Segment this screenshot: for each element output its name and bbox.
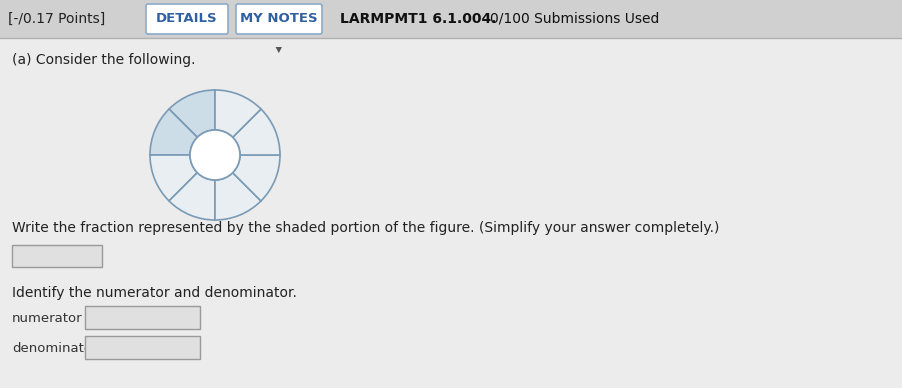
Wedge shape: [169, 173, 215, 220]
Bar: [85, 306, 200, 329]
Text: Write the fraction represented by the shaded portion of the figure. (Simplify yo: Write the fraction represented by the sh…: [12, 221, 720, 235]
Text: [-/0.17 Points]: [-/0.17 Points]: [8, 12, 106, 26]
Bar: [85, 336, 200, 359]
Bar: [12, 245, 102, 267]
FancyBboxPatch shape: [236, 4, 322, 34]
Text: numerator: numerator: [12, 312, 83, 324]
Text: DETAILS: DETAILS: [156, 12, 217, 26]
Bar: [0, 0, 902, 38]
Wedge shape: [150, 155, 198, 201]
Wedge shape: [215, 173, 261, 220]
Circle shape: [190, 130, 240, 180]
Text: LARMPMT1 6.1.004.: LARMPMT1 6.1.004.: [340, 12, 496, 26]
Text: (a) Consider the following.: (a) Consider the following.: [12, 53, 196, 67]
Text: 0/100 Submissions Used: 0/100 Submissions Used: [490, 12, 659, 26]
Wedge shape: [215, 90, 261, 137]
Wedge shape: [233, 155, 280, 201]
Text: MY NOTES: MY NOTES: [240, 12, 318, 26]
FancyBboxPatch shape: [146, 4, 228, 34]
Wedge shape: [169, 90, 215, 137]
Wedge shape: [150, 109, 198, 155]
Wedge shape: [233, 109, 280, 155]
Text: Identify the numerator and denominator.: Identify the numerator and denominator.: [12, 286, 297, 300]
Text: ▲: ▲: [276, 44, 282, 53]
Text: denominator: denominator: [12, 341, 97, 355]
